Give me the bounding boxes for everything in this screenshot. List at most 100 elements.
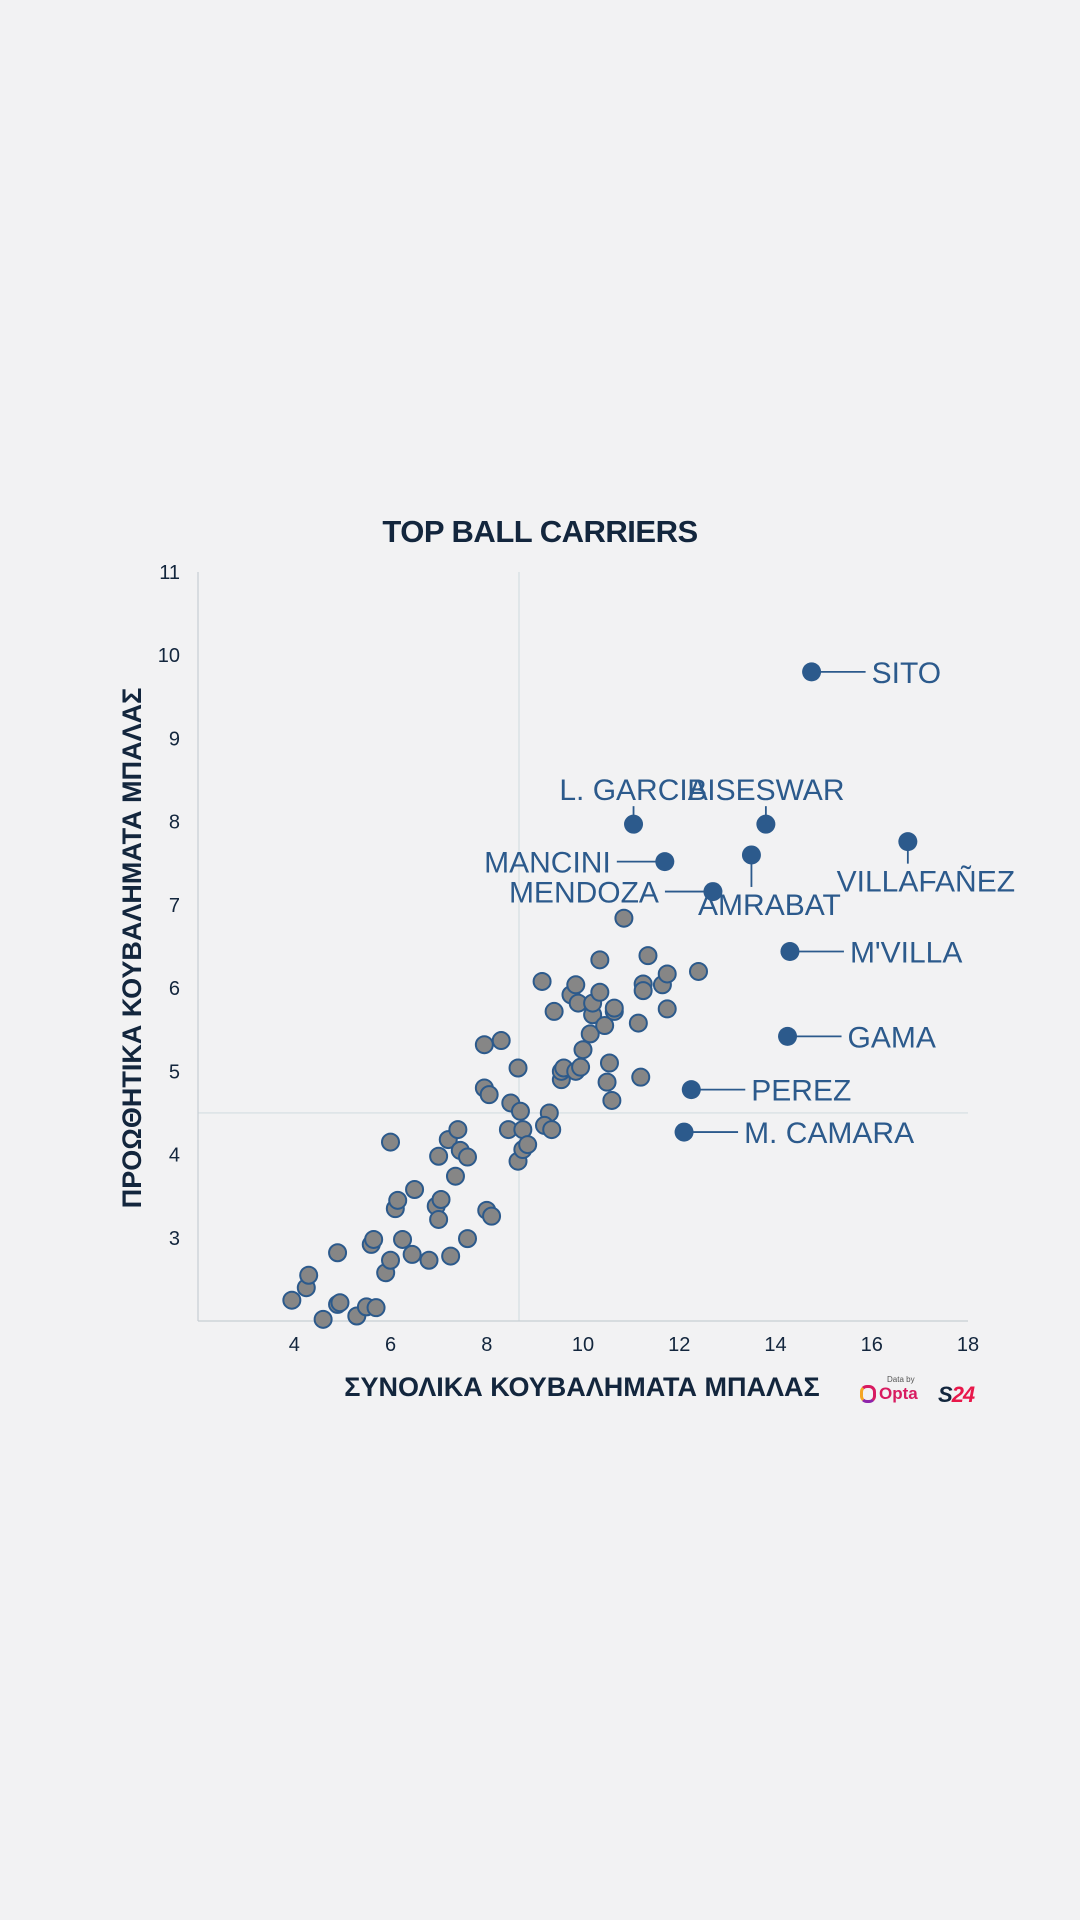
data-point: [388, 1190, 408, 1210]
data-point: [393, 1229, 413, 1249]
data-by-label: Data by: [887, 1375, 915, 1384]
data-point: [448, 1120, 468, 1140]
s24-logo-prefix: S: [938, 1382, 953, 1407]
data-point: [482, 1206, 502, 1226]
y-tick-label: 3: [169, 1228, 180, 1250]
highlight-point: [802, 662, 822, 682]
y-tick-label: 10: [158, 645, 180, 667]
data-point: [330, 1293, 350, 1313]
y-tick-label: 9: [169, 728, 180, 750]
data-point: [510, 1101, 530, 1121]
data-point: [419, 1250, 439, 1270]
data-point: [381, 1250, 400, 1270]
highlight-label: VILLAFAÑEZ: [837, 865, 1015, 899]
data-point: [633, 981, 653, 1001]
data-point: [614, 908, 634, 928]
data-point: [689, 961, 708, 981]
data-point: [599, 1053, 619, 1073]
data-point: [566, 975, 586, 995]
x-tick-label: 14: [764, 1334, 786, 1356]
highlight-label: M'VILLA: [850, 936, 962, 969]
highlight-label: L. GARCIA: [559, 774, 707, 807]
data-point: [381, 1132, 400, 1152]
data-point: [571, 1057, 591, 1077]
data-point: [628, 1013, 648, 1033]
x-tick-label: 16: [861, 1334, 883, 1356]
data-point: [590, 950, 610, 970]
data-point: [445, 1166, 465, 1186]
data-point: [458, 1147, 477, 1167]
data-point: [532, 971, 552, 991]
data-point: [657, 999, 677, 1019]
highlight-point: [741, 845, 761, 865]
highlight-point: [624, 814, 644, 834]
data-point: [313, 1309, 333, 1329]
data-point: [479, 1085, 499, 1105]
highlight-point: [898, 832, 918, 852]
highlight-point: [778, 1026, 798, 1046]
data-point: [544, 1001, 564, 1021]
highlight-point: [681, 1080, 701, 1100]
data-point: [631, 1067, 651, 1087]
data-point: [366, 1298, 386, 1318]
data-point: [580, 1024, 600, 1044]
highlight-label: M. CAMARA: [744, 1117, 914, 1150]
data-point: [364, 1229, 384, 1249]
data-point: [542, 1120, 562, 1140]
data-point: [299, 1265, 319, 1285]
data-point: [508, 1058, 528, 1078]
data-point: [431, 1189, 451, 1209]
highlight-point: [780, 941, 800, 961]
data-point: [429, 1209, 449, 1229]
data-point: [441, 1246, 461, 1266]
data-point: [657, 964, 677, 984]
highlight-label: BISESWAR: [687, 774, 844, 807]
highlight-label: PEREZ: [751, 1075, 851, 1108]
data-point: [282, 1290, 302, 1310]
data-point: [328, 1243, 348, 1263]
x-tick-label: 8: [481, 1334, 492, 1356]
highlight-label: GAMA: [848, 1021, 936, 1054]
y-tick-label: 7: [169, 895, 180, 917]
highlight-point: [674, 1122, 694, 1142]
s24-logo: S24: [938, 1382, 976, 1408]
highlight-point: [703, 882, 723, 902]
highlight-point: [756, 814, 776, 834]
data-point: [458, 1229, 477, 1249]
data-point: [405, 1180, 425, 1200]
data-point: [474, 1035, 494, 1055]
data-point: [638, 946, 658, 966]
chart-title: TOP BALL CARRIERS: [382, 514, 698, 549]
y-tick-label: 4: [169, 1145, 180, 1167]
data-point: [429, 1146, 449, 1166]
data-point: [590, 982, 610, 1002]
data-point: [491, 1031, 511, 1051]
highlight-label: MENDOZA: [509, 877, 659, 910]
x-tick-label: 18: [957, 1334, 979, 1356]
data-point: [595, 1016, 615, 1036]
highlight-label: SITO: [872, 657, 941, 690]
x-axis-label: ΣΥΝΟΛΙΚΑ ΚΟΥΒΑΛΗΜΑΤΑ ΜΠΑΛΑΣ: [344, 1372, 819, 1402]
y-tick-label: 11: [159, 562, 180, 584]
data-point: [402, 1244, 422, 1264]
data-point: [604, 998, 624, 1018]
x-tick-label: 12: [668, 1334, 690, 1356]
opta-mark-icon: [860, 1385, 876, 1403]
s24-logo-suffix: 24: [951, 1382, 976, 1407]
data-point: [602, 1090, 622, 1110]
x-tick-label: 4: [289, 1334, 300, 1356]
y-tick-label: 6: [169, 978, 180, 1000]
y-tick-label: 5: [169, 1061, 180, 1083]
data-point: [573, 1040, 593, 1060]
data-point: [518, 1135, 538, 1155]
y-axis-label: ΠΡΟΩΘΗΤΙΚΑ ΚΟΥΒΑΛΗΜΑΤΑ ΜΠΑΛΑΣ: [117, 688, 147, 1209]
highlight-point: [655, 852, 675, 872]
y-tick-label: 8: [169, 812, 180, 834]
data-point: [597, 1072, 617, 1092]
x-tick-label: 10: [572, 1334, 594, 1356]
x-tick-label: 6: [385, 1334, 396, 1356]
opta-wordmark: Opta: [879, 1384, 918, 1403]
highlight-label: MANCINI: [484, 847, 611, 880]
opta-logo: Opta: [860, 1384, 918, 1404]
